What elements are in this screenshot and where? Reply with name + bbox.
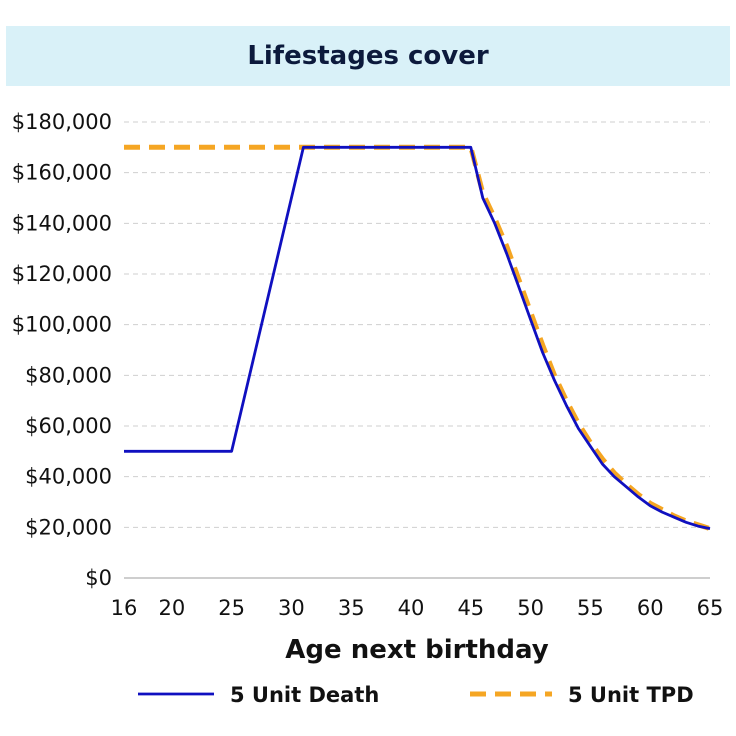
x-tick-label: 55 <box>577 596 604 620</box>
x-tick-label: 45 <box>457 596 484 620</box>
chart-title-bar: Lifestages cover <box>6 26 730 86</box>
x-tick-label: 30 <box>278 596 305 620</box>
chart-title: Lifestages cover <box>247 41 489 71</box>
y-tick-label: $180,000 <box>12 110 112 134</box>
x-tick-label: 40 <box>398 596 425 620</box>
x-tick-label: 16 <box>111 596 138 620</box>
grid-lines <box>124 121 710 528</box>
series-layer <box>124 144 711 531</box>
y-tick-label: $60,000 <box>25 414 112 438</box>
y-tick-label: $140,000 <box>12 211 112 235</box>
x-axis-ticks: 16 20 25 30 35 40 45 50 55 60 65 <box>111 596 724 620</box>
x-tick-label: 25 <box>218 596 245 620</box>
y-tick-label: $80,000 <box>25 363 112 387</box>
x-tick-label: 60 <box>637 596 664 620</box>
x-tick-label: 50 <box>517 596 544 620</box>
x-tick-label: 20 <box>158 596 185 620</box>
x-axis-label: Age next birthday <box>285 635 548 665</box>
y-tick-label: $0 <box>85 566 112 590</box>
x-tick-label: 35 <box>338 596 365 620</box>
x-tick-label: 65 <box>697 596 724 620</box>
legend: 5 Unit Death 5 Unit TPD <box>138 683 694 707</box>
y-tick-label: $40,000 <box>25 465 112 489</box>
y-axis-ticks: $0 $20,000 $40,000 $60,000 $80,000 $100,000 $1… <box>12 110 112 590</box>
legend-item-death: 5 Unit Death <box>230 683 379 707</box>
series-line-tpd <box>124 144 711 531</box>
y-tick-label: $160,000 <box>12 161 112 185</box>
y-tick-label: $120,000 <box>12 262 112 286</box>
series-line-death <box>124 145 711 530</box>
legend-item-tpd: 5 Unit TPD <box>568 683 694 707</box>
y-tick-label: $100,000 <box>12 313 112 337</box>
y-tick-label: $20,000 <box>25 515 112 539</box>
